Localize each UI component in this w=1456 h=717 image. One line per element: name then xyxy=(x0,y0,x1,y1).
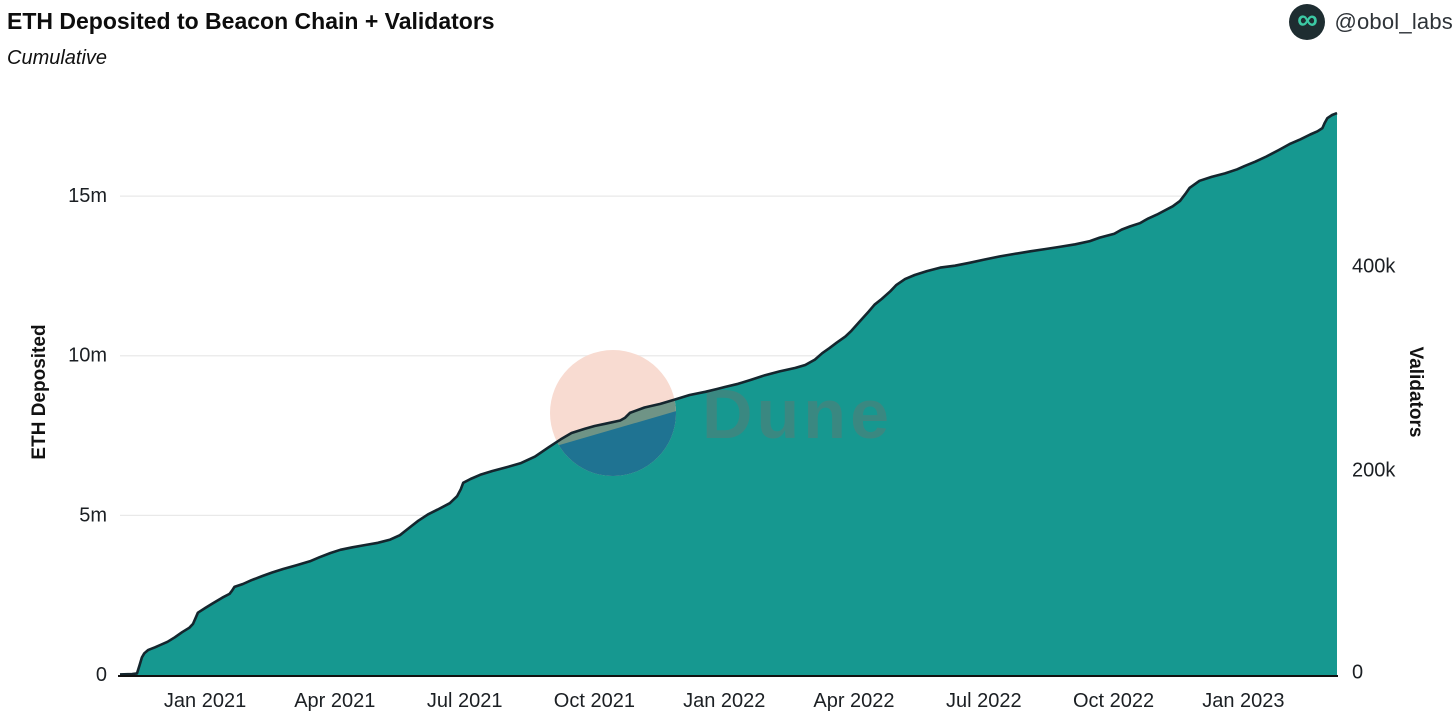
x-tick-label: Jul 2022 xyxy=(946,690,1022,712)
y-left-tick-label: 15m xyxy=(68,185,107,207)
y-right-tick-label: 400k xyxy=(1352,255,1396,277)
infinity-glyph: ∞ xyxy=(1297,3,1318,36)
dune-watermark-text: Dune xyxy=(702,375,893,453)
eth-deposited-line xyxy=(119,111,1338,676)
axis-tick-labels: 0 5m 10m 15m 0 200k 400k Jan 2021 Apr 2021 Jul 20… xyxy=(68,185,1396,712)
x-tick-label: Jul 2021 xyxy=(427,690,503,712)
x-tick-label: Oct 2021 xyxy=(554,690,635,712)
attribution-handle: @obol_labs xyxy=(1334,9,1453,34)
obol-infinity-icon: ∞ xyxy=(1289,3,1326,40)
eth-deposited-area xyxy=(120,113,1337,676)
y-left-tick-label: 5m xyxy=(79,504,107,526)
chart-subtitle: Cumulative xyxy=(7,47,108,69)
x-tick-label: Oct 2022 xyxy=(1073,690,1154,712)
x-tick-label: Jan 2021 xyxy=(164,690,246,712)
x-tick-label: Apr 2021 xyxy=(294,690,375,712)
y-left-tick-label: 0 xyxy=(96,664,107,686)
x-tick-label: Jan 2022 xyxy=(683,690,765,712)
attribution: ∞ @obol_labs xyxy=(1289,4,1453,40)
y-right-tick-label: 200k xyxy=(1352,460,1396,482)
y-right-tick-label: 0 xyxy=(1352,662,1363,684)
y-left-tick-label: 10m xyxy=(68,345,107,367)
chart-title: ETH Deposited to Beacon Chain + Validato… xyxy=(7,8,495,34)
x-tick-label: Apr 2022 xyxy=(813,690,894,712)
x-tick-label: Jan 2023 xyxy=(1202,690,1284,712)
